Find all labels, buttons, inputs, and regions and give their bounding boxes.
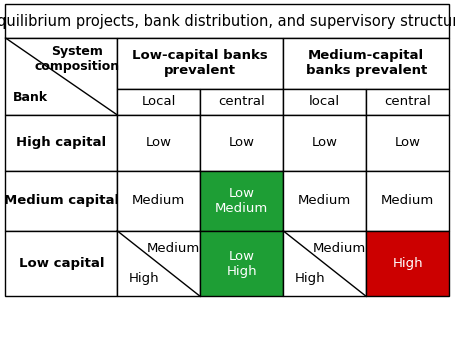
Text: Low
Medium: Low Medium (215, 187, 268, 215)
Text: Low
High: Low High (226, 249, 257, 278)
Text: central: central (218, 96, 264, 108)
Text: Low: Low (228, 136, 254, 149)
Bar (117, 38, 283, 89)
Text: Medium capital: Medium capital (4, 194, 119, 207)
Text: Medium: Medium (147, 242, 200, 255)
Text: Medium: Medium (380, 194, 433, 207)
Text: Low: Low (311, 136, 337, 149)
Bar (200, 89, 283, 115)
Bar (283, 38, 448, 89)
Text: local: local (308, 96, 339, 108)
Bar (5, 171, 117, 231)
Bar (200, 115, 283, 171)
Bar (200, 171, 283, 231)
Text: Medium: Medium (132, 194, 185, 207)
Bar (5, 38, 117, 115)
Text: Medium-capital
banks prevalent: Medium-capital banks prevalent (305, 49, 426, 78)
Text: Low capital: Low capital (19, 257, 104, 270)
Bar (283, 231, 365, 296)
Bar (5, 4, 448, 38)
Text: Equilibrium projects, bank distribution, and supervisory structure: Equilibrium projects, bank distribution,… (0, 13, 455, 29)
Bar (117, 115, 200, 171)
Text: High: High (391, 257, 422, 270)
Text: Medium: Medium (312, 242, 365, 255)
Text: Low-capital banks
prevalent: Low-capital banks prevalent (132, 49, 268, 78)
Bar (117, 171, 200, 231)
Bar (283, 115, 365, 171)
Text: Medium: Medium (298, 194, 350, 207)
Text: Low: Low (394, 136, 420, 149)
Bar (283, 89, 365, 115)
Text: High capital: High capital (16, 136, 106, 149)
Text: High: High (128, 272, 159, 285)
Bar (117, 231, 200, 296)
Bar (365, 115, 448, 171)
Bar (283, 171, 365, 231)
Bar (200, 231, 283, 296)
Text: Bank: Bank (12, 91, 47, 105)
Bar (365, 231, 448, 296)
Bar (5, 115, 117, 171)
Text: High: High (294, 272, 324, 285)
Text: central: central (384, 96, 430, 108)
Bar (117, 89, 200, 115)
Bar (365, 171, 448, 231)
Text: Local: Local (141, 96, 176, 108)
Bar (5, 231, 117, 296)
Text: Low: Low (145, 136, 172, 149)
Bar (365, 89, 448, 115)
Text: System
composition: System composition (34, 45, 119, 73)
